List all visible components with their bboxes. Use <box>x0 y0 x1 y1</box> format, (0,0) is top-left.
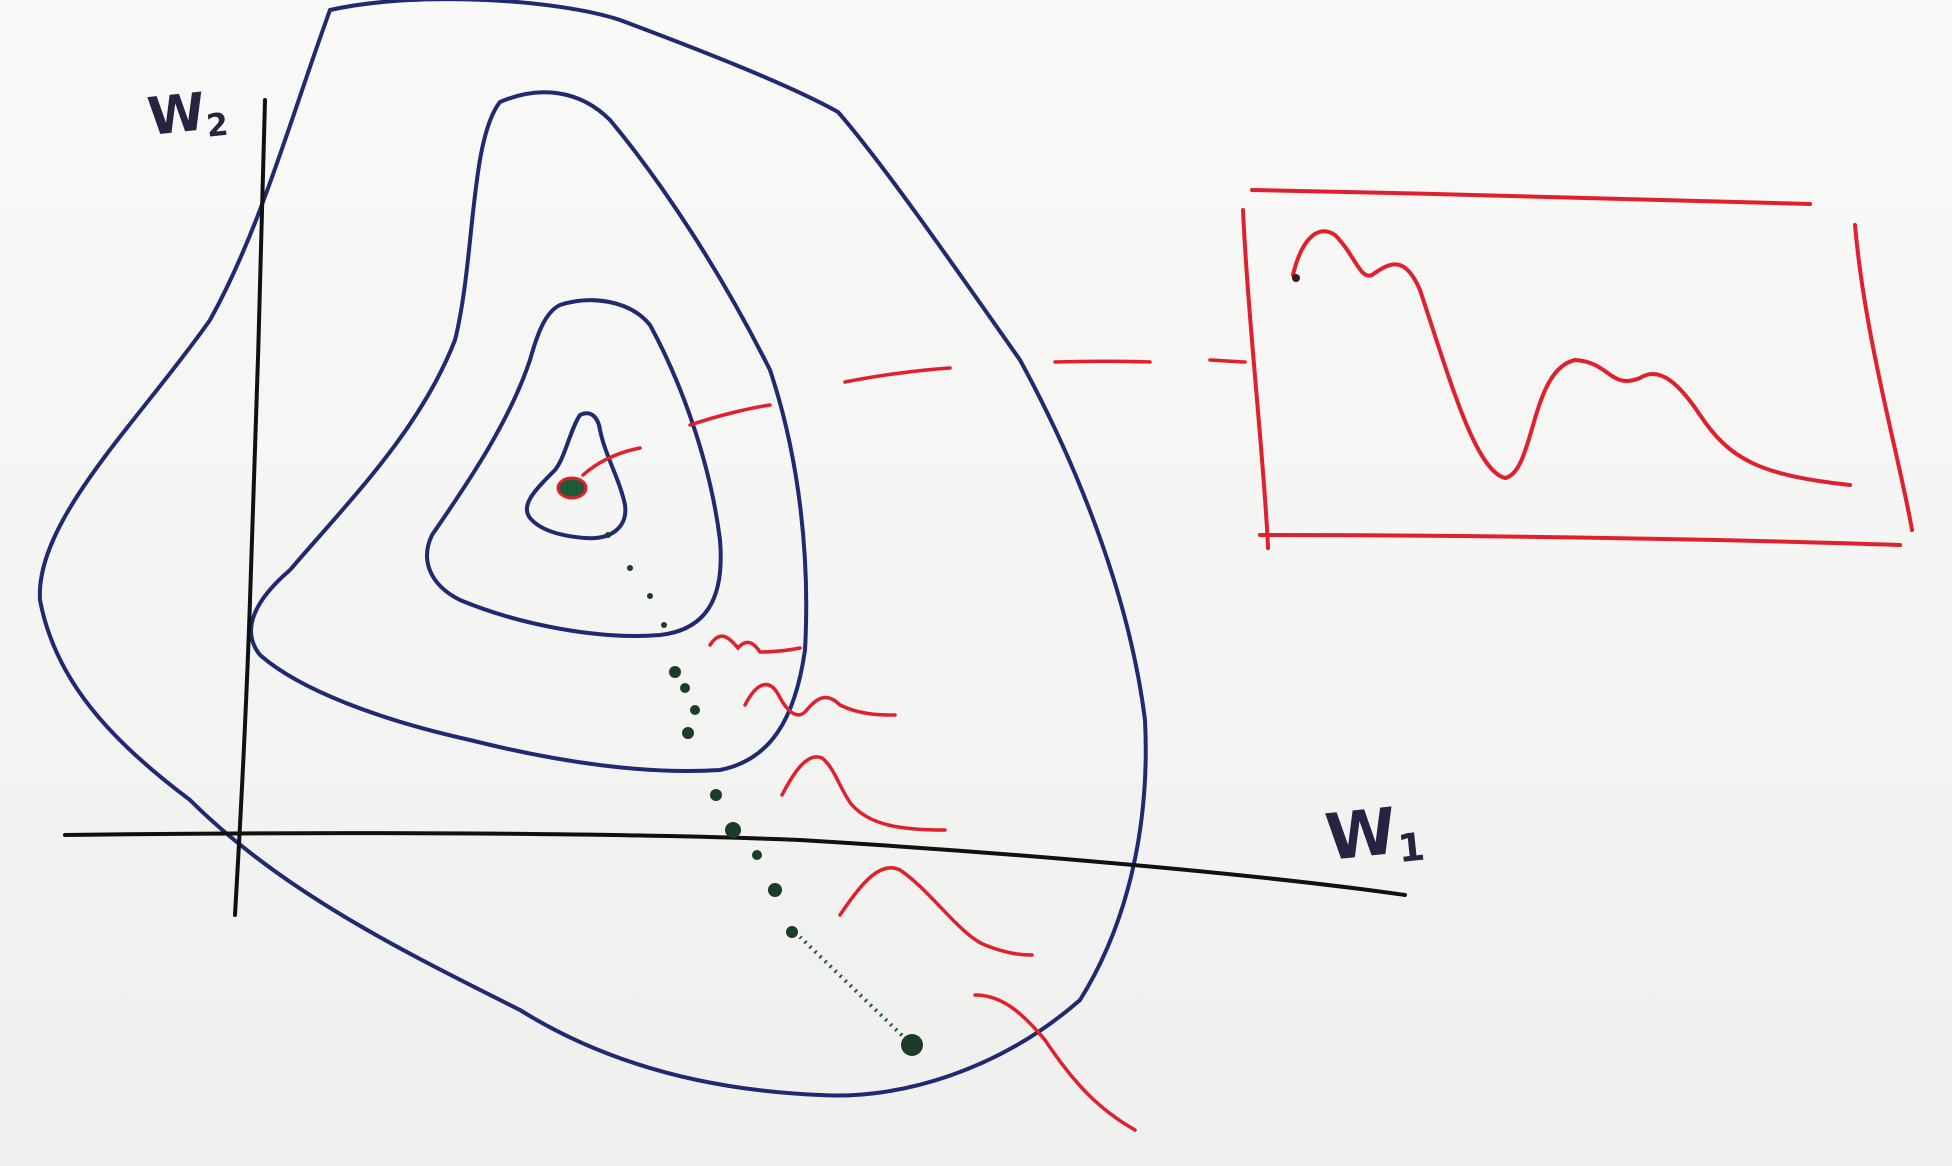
contour-third <box>249 90 809 773</box>
loss-snapshot-5 <box>973 993 1137 1132</box>
inset-top-edge <box>1250 188 1812 206</box>
axis-label-w2: W2 <box>144 82 231 149</box>
loss-snapshot-4 <box>838 866 1034 957</box>
loss-snapshots <box>708 634 1137 1132</box>
contour-second <box>425 298 723 638</box>
axis-w1 <box>63 831 1407 897</box>
axis-w2 <box>233 98 267 917</box>
descent-path <box>605 532 923 1056</box>
loss-curve-inset <box>1241 188 1914 550</box>
inset-loss-curve <box>1291 229 1852 487</box>
leader-line <box>581 358 1247 477</box>
loss-snapshot-2 <box>743 682 897 717</box>
minimum-marker <box>556 476 588 500</box>
loss-snapshot-3 <box>780 755 947 832</box>
axis-label-w1-letter: W <box>1322 794 1401 876</box>
axis-label-w2-letter: W <box>144 82 209 148</box>
axis-label-w1-sub: 1 <box>1395 824 1427 873</box>
contour-inner <box>524 411 628 541</box>
contour-outer <box>37 0 1148 1098</box>
axis-label-w1: W1 <box>1322 794 1427 877</box>
inset-bottom-edge <box>1258 533 1902 547</box>
inset-right-edge <box>1853 223 1914 532</box>
axis-label-w2-sub: 2 <box>204 106 231 145</box>
loss-snapshot-1 <box>708 634 802 654</box>
inset-left-edge <box>1241 208 1270 550</box>
